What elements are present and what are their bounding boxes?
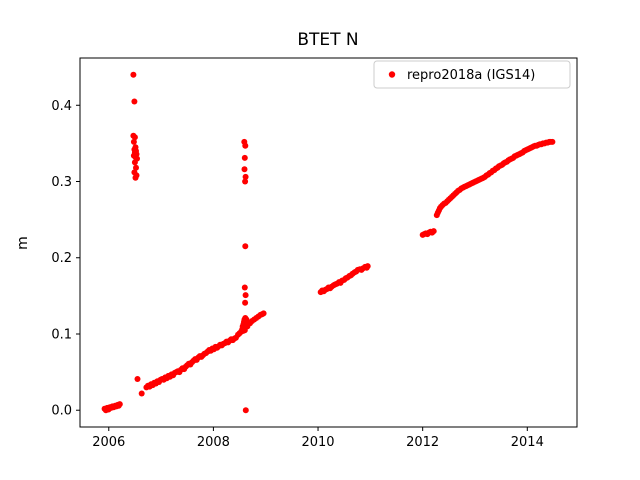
y-axis-label: m <box>15 236 31 250</box>
data-point <box>133 164 139 171</box>
legend-label: repro2018a (IGS14) <box>407 68 535 83</box>
x-tick-label: 2014 <box>511 435 544 450</box>
y-tick-label: 0.1 <box>51 327 72 342</box>
x-tick-label: 2008 <box>197 435 230 450</box>
data-point <box>241 154 248 161</box>
data-point <box>242 243 249 250</box>
data-point <box>134 376 141 382</box>
data-point <box>138 390 145 397</box>
y-tick-label: 0.3 <box>51 175 72 190</box>
data-point <box>131 159 138 166</box>
data-point <box>242 142 249 149</box>
y-axis-ticks: 0.0 0.1 0.2 0.3 0.4 <box>51 99 80 419</box>
y-tick-label: 0.0 <box>51 404 72 419</box>
data-point <box>364 263 371 270</box>
data-point <box>242 173 249 180</box>
chart-title: BTET N <box>297 30 358 50</box>
data-point <box>132 174 139 181</box>
legend: repro2018a (IGS14) <box>373 60 571 89</box>
data-point <box>116 401 123 408</box>
data-point <box>130 138 137 145</box>
legend-box <box>373 60 571 89</box>
legend-marker-dot-icon <box>388 71 396 78</box>
data-point <box>242 178 249 185</box>
x-tick-label: 2010 <box>301 435 334 450</box>
data-point <box>242 299 249 306</box>
x-tick-label: 2006 <box>92 435 125 450</box>
data-point <box>130 71 137 78</box>
data-point <box>241 284 248 291</box>
data-points-group <box>101 71 556 414</box>
data-point <box>242 407 249 414</box>
data-point <box>241 166 248 173</box>
data-point <box>242 292 249 299</box>
x-axis-ticks: 2006 2008 2010 2012 2014 <box>92 427 544 450</box>
x-tick-label: 2012 <box>406 435 439 450</box>
axes-frame <box>79 57 578 428</box>
y-tick-label: 0.4 <box>51 99 72 114</box>
data-point <box>260 310 267 317</box>
data-point <box>549 138 556 145</box>
data-point <box>131 134 138 141</box>
y-tick-label: 0.2 <box>51 251 72 266</box>
data-point <box>131 98 138 105</box>
data-point <box>430 228 437 235</box>
